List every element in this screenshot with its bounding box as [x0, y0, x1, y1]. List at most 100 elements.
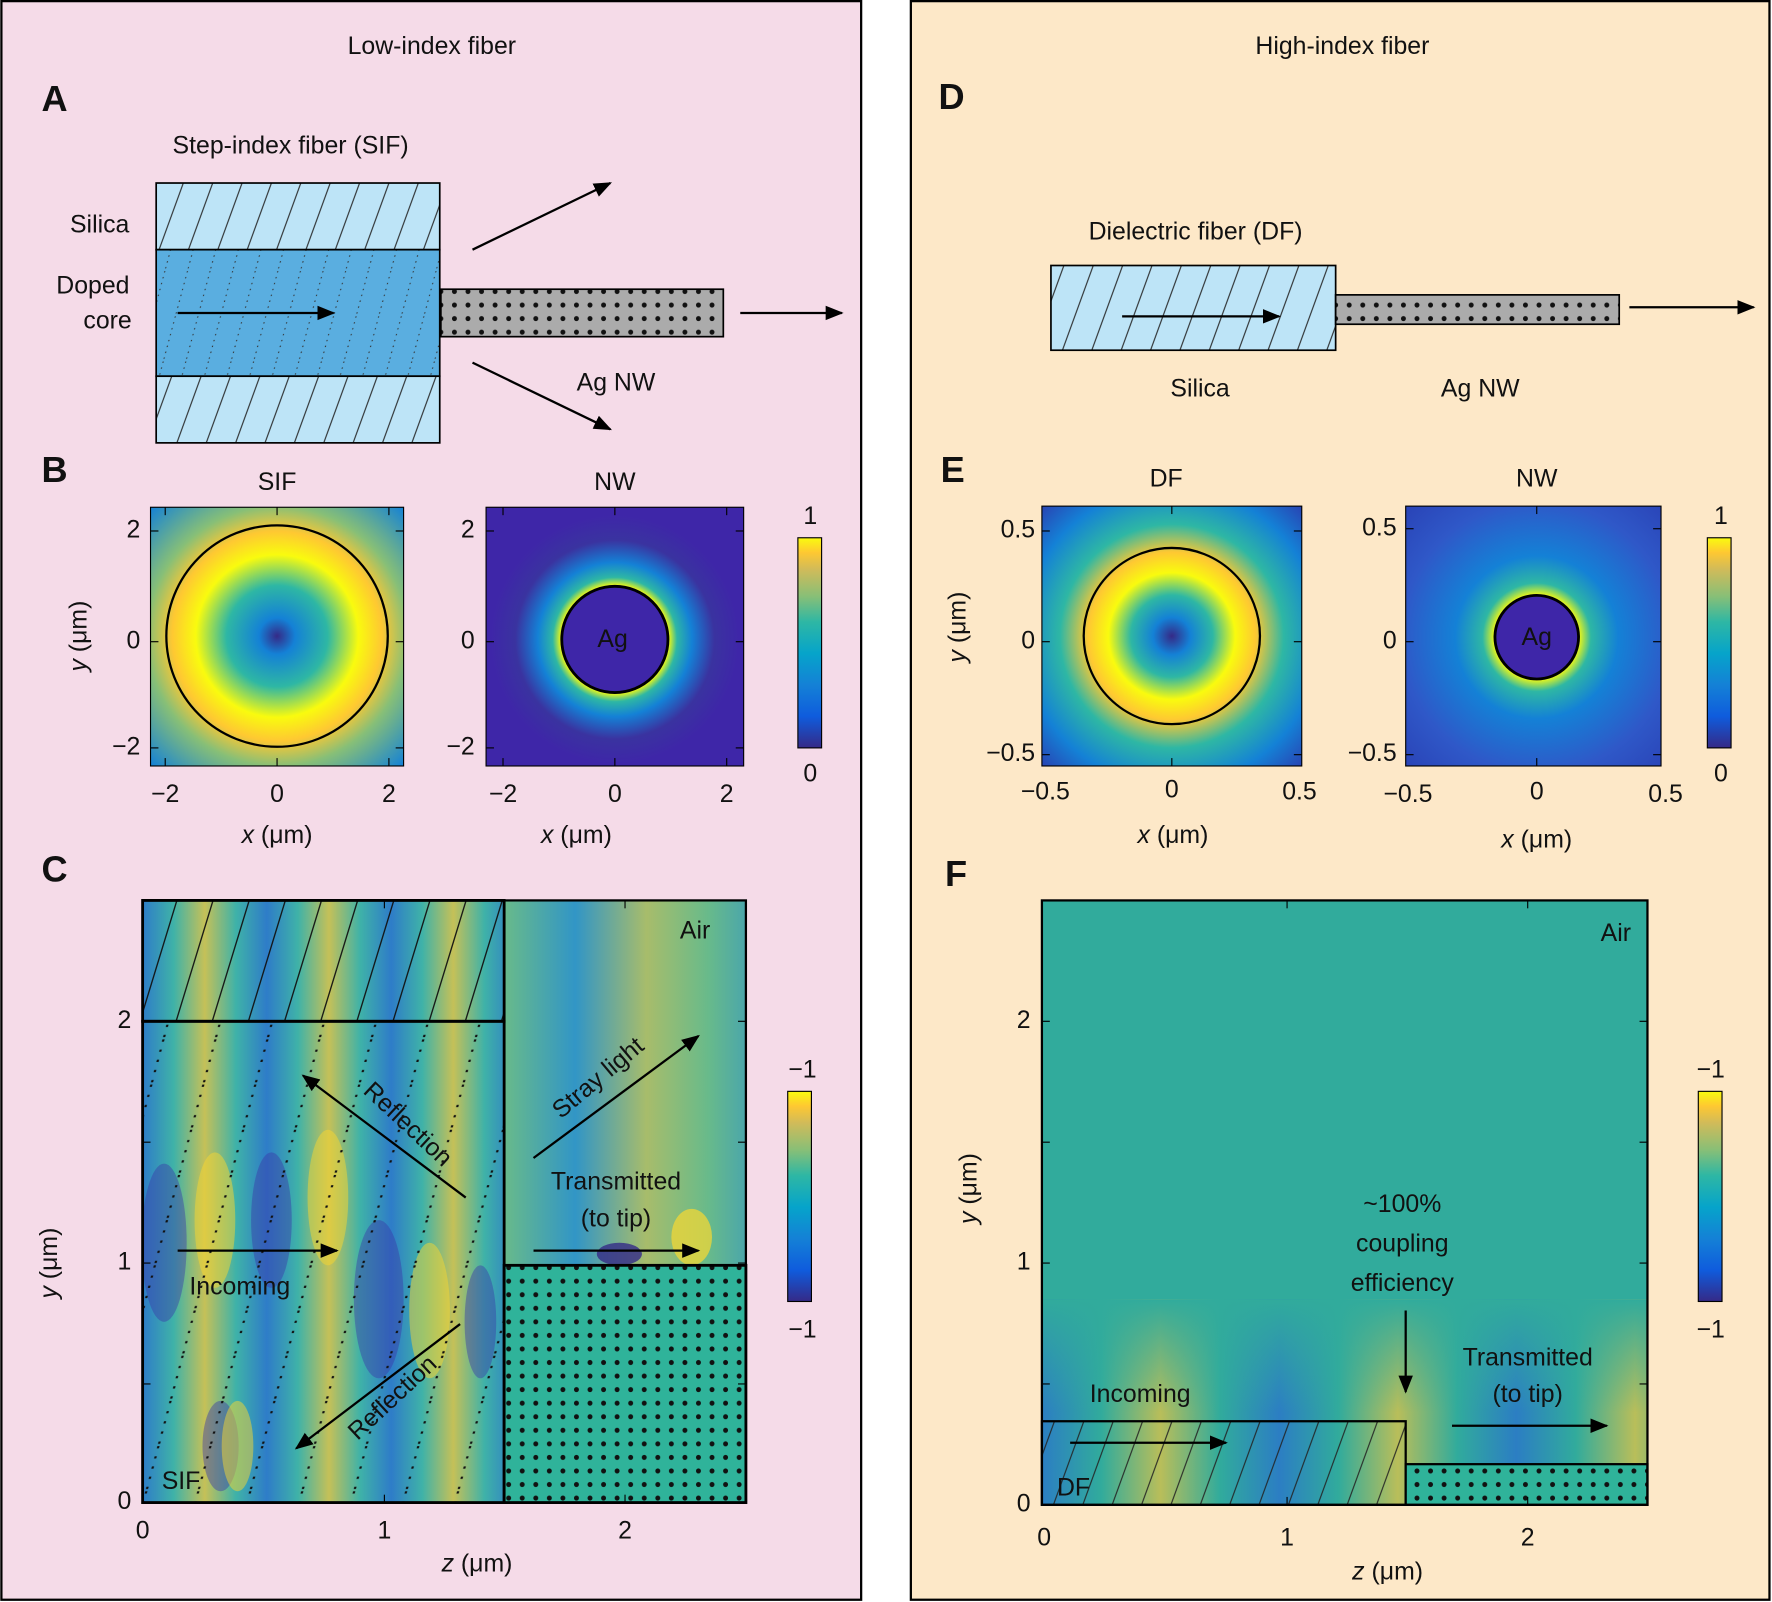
panel-letter: E — [941, 449, 965, 490]
annotation: Transmitted — [1463, 1345, 1593, 1372]
annotation: (to tip) — [1492, 1381, 1562, 1408]
x-axis-label-unit: (μm) — [1365, 1558, 1423, 1585]
colorbar-label: 1 — [1714, 503, 1728, 530]
colorbar-label: −1 — [788, 1316, 816, 1343]
x-axis-label-var: z — [441, 1550, 455, 1577]
y-tick-label: 2 — [1017, 1007, 1031, 1034]
schematic-title: Step-index fiber (SIF) — [173, 132, 409, 159]
y-axis-label-unit: (μm) — [955, 1153, 982, 1211]
y-tick-label: 0 — [1017, 1490, 1031, 1517]
map-title: DF — [1150, 466, 1183, 493]
fiber-boundary — [1082, 546, 1262, 726]
y-axis-label-unit: (μm) — [65, 601, 92, 659]
x-axis-label-unit: (μm) — [254, 822, 312, 849]
x-axis-label: z (μm) — [441, 1550, 513, 1577]
arrow — [294, 1323, 461, 1450]
x-tick-label: 0.5 — [1282, 779, 1317, 806]
y-axis-label-var: y — [65, 658, 92, 674]
field-map — [1405, 505, 1662, 767]
arrow — [301, 1074, 467, 1199]
core-dots — [141, 1019, 506, 1504]
annotation: (to tip) — [581, 1206, 651, 1233]
plot-frame — [141, 899, 748, 1504]
x-axis-label-unit: (μm) — [553, 822, 611, 849]
colorbar — [1706, 537, 1732, 749]
panel-letter: A — [41, 78, 67, 119]
colorbar — [1697, 1090, 1723, 1303]
x-axis-label-unit: (μm) — [1150, 822, 1208, 849]
wire-label: Ag — [1522, 624, 1552, 651]
y-tick-label: 0.5 — [1362, 514, 1397, 541]
cladding-hatch — [155, 375, 441, 444]
arrow — [472, 182, 612, 251]
field-lobe — [671, 1208, 713, 1266]
x-axis-label-unit: (μm) — [1514, 826, 1572, 853]
plot-frame — [1040, 899, 1649, 1506]
y-axis-label-unit: (μm) — [36, 1228, 63, 1286]
medium-label: Air — [1601, 920, 1631, 947]
x-axis-label-var: z — [1351, 1558, 1365, 1585]
x-axis-label-var: x — [1500, 826, 1515, 853]
y-tick-label: 2 — [127, 517, 141, 544]
x-tick-label: 2 — [1521, 1524, 1535, 1551]
wire-label: Ag NW — [577, 370, 656, 397]
panel-letter: F — [945, 853, 967, 894]
annotation: ~100% — [1363, 1191, 1441, 1218]
annotation: efficiency — [1351, 1270, 1455, 1297]
x-tick-label: −2 — [151, 781, 179, 808]
cladding-hatch — [141, 899, 506, 1023]
x-tick-label: 0 — [1530, 779, 1544, 806]
field-air — [504, 900, 746, 1266]
y-tick-label: 0 — [461, 627, 475, 654]
field-map — [1041, 505, 1303, 767]
x-axis-label: z (μm) — [1351, 1558, 1423, 1585]
x-axis-label: x (μm) — [540, 822, 612, 849]
silver-wire — [1493, 593, 1580, 681]
x-tick-label: 2 — [720, 781, 734, 808]
field-fade — [1041, 1299, 1648, 1413]
colorbar — [797, 537, 823, 749]
core-boundary — [165, 524, 389, 748]
annotation: Incoming — [1090, 1381, 1191, 1408]
fiber-label: DF — [1057, 1475, 1090, 1502]
colorbar-label: 0 — [1714, 761, 1728, 788]
y-axis-label-var: y — [36, 1285, 63, 1301]
field-map — [149, 506, 405, 767]
x-tick-label: 0 — [136, 1518, 150, 1545]
colorbar-label: −1 — [788, 1057, 816, 1084]
y-axis-label: y (μm) — [944, 592, 971, 665]
y-tick-label: 0 — [117, 1488, 131, 1515]
y-tick-label: 1 — [117, 1249, 131, 1276]
cladding-hatch — [155, 182, 441, 251]
arrow — [472, 361, 612, 431]
panel-letter: B — [41, 449, 67, 490]
annotation: Incoming — [189, 1273, 290, 1300]
colorbar-label: 0 — [803, 761, 817, 788]
x-axis-label: x (μm) — [1500, 826, 1572, 853]
silver-wire — [560, 584, 670, 694]
medium-label: Air — [680, 918, 710, 945]
x-tick-label: 1 — [1280, 1524, 1294, 1551]
x-axis-label-unit: (μm) — [454, 1550, 512, 1577]
x-tick-label: 0.5 — [1648, 781, 1683, 808]
panel-title: High-index fiber — [1255, 33, 1429, 60]
x-tick-label: −2 — [489, 781, 517, 808]
field-lobe — [596, 1242, 642, 1266]
y-axis-label: y (μm) — [65, 601, 92, 674]
nanowire-dots — [1334, 294, 1621, 326]
fiber-hatch — [1050, 264, 1337, 352]
fiber-label: SIF — [162, 1468, 201, 1495]
x-axis-label-var: x — [1137, 822, 1152, 849]
wire-label: Ag — [597, 626, 627, 653]
x-axis-label-var: x — [241, 822, 256, 849]
x-tick-label: 0 — [608, 781, 622, 808]
y-tick-label: −0.5 — [1348, 740, 1397, 767]
annotation: coupling — [1356, 1231, 1449, 1258]
x-tick-label: −0.5 — [1383, 781, 1432, 808]
y-tick-label: 0 — [127, 627, 141, 654]
y-tick-label: 1 — [1017, 1249, 1031, 1276]
annotation: Transmitted — [551, 1168, 681, 1195]
y-tick-label: 2 — [117, 1007, 131, 1034]
map-title: NW — [594, 469, 636, 496]
